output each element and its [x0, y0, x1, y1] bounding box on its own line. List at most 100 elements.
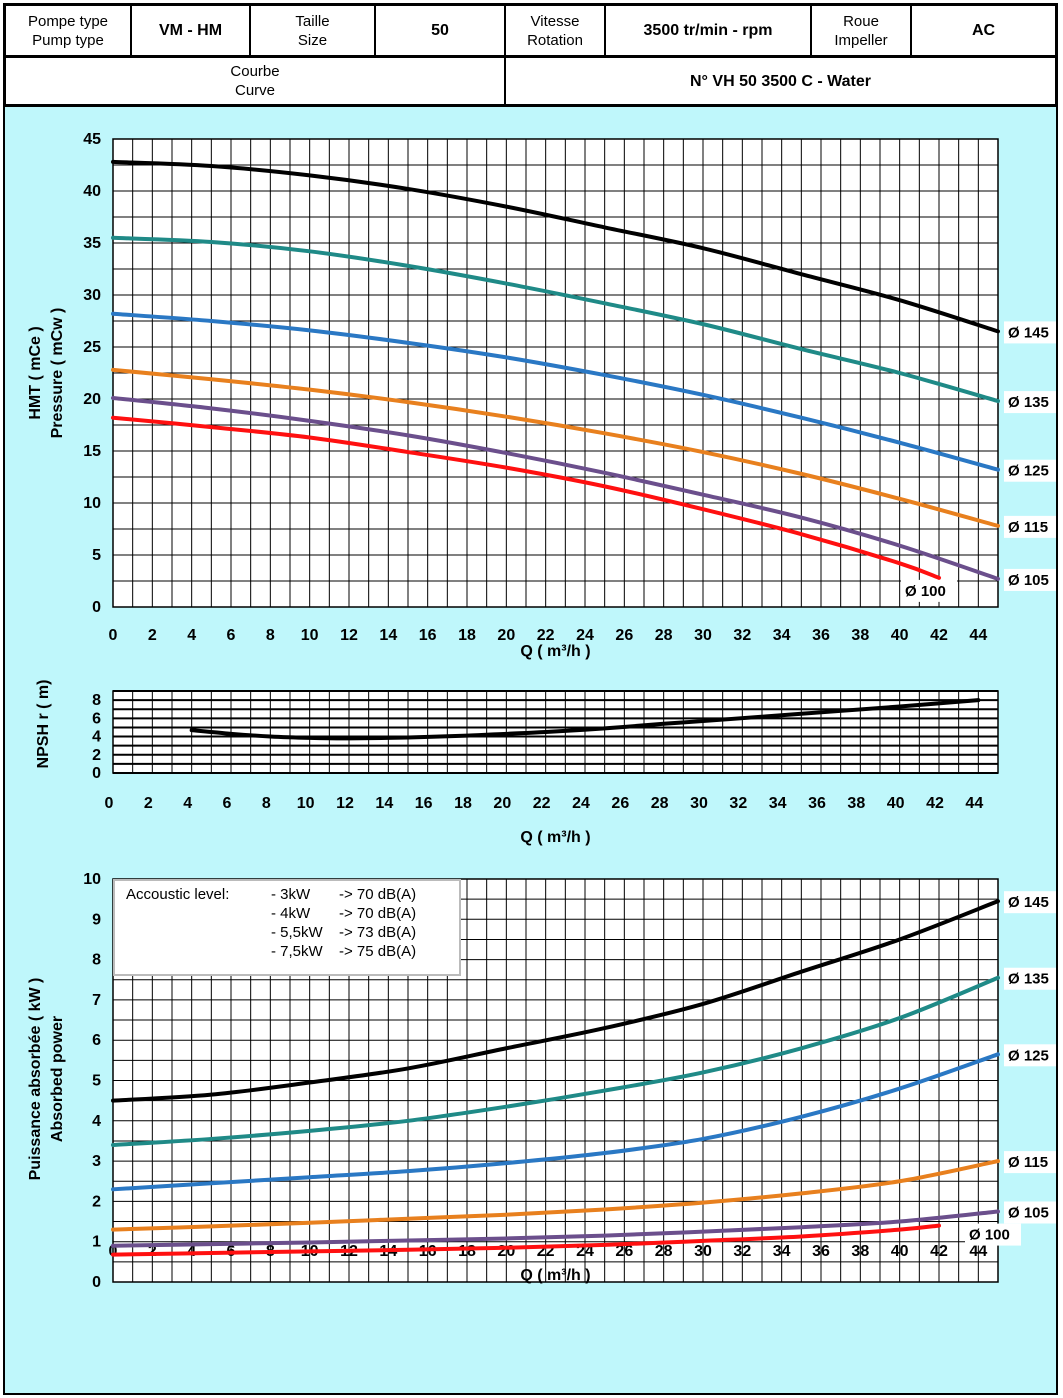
legend-power: - 5,5kW — [271, 924, 324, 941]
series-label-bg — [1004, 1201, 1060, 1224]
x-tick-label: 20 — [497, 1243, 515, 1260]
impeller-value: AC — [971, 22, 996, 39]
y-tick-label: 40 — [83, 183, 101, 200]
y-tick-label: 6 — [92, 710, 101, 727]
x-tick-label: 36 — [812, 1243, 830, 1260]
series-label: Ø 105 — [1008, 572, 1049, 589]
y-tick-label: 2 — [92, 1193, 101, 1210]
x-tick-label: 28 — [655, 627, 673, 644]
x-axis-label: Q ( m³/h ) — [520, 643, 590, 660]
x-tick-label: 22 — [533, 795, 551, 812]
series-line-145 — [111, 899, 1000, 1103]
x-tick-label: 44 — [969, 1243, 987, 1260]
y-tick-label: 1 — [92, 1234, 101, 1251]
series-label-bg — [1004, 1044, 1060, 1067]
y-axis-label: HMT ( mCe ) — [27, 326, 44, 419]
series-label-bg — [1004, 967, 1060, 990]
y-tick-label: 6 — [92, 1032, 101, 1049]
x-tick-label: 42 — [930, 1243, 948, 1260]
y-axis-label: Absorbed power — [49, 1016, 66, 1142]
series-label-bg — [1004, 568, 1060, 591]
series-label-bg — [1004, 891, 1060, 914]
legend-power: - 4kW — [271, 905, 311, 922]
x-tick-label: 12 — [340, 627, 358, 644]
chart-2: 0 2 4 6 8 10 12 14 16 18 20 22 24 26 28 30 32 34 36 38 40 42 4… — [35, 680, 999, 846]
legend-level: -> 73 dB(A) — [339, 924, 416, 941]
x-tick-label: 18 — [458, 627, 476, 644]
x-tick-label: 14 — [379, 627, 397, 644]
acoustic-legend: Accoustic level: - 3kW -> 70 dB(A) - 4kW -> … — [113, 879, 461, 976]
x-tick-label: 0 — [109, 1243, 118, 1260]
chart-1: 0 2 4 6 8 10 12 14 16 18 20 22 24 26 28 30 32 34 36 38 40 42 4… — [27, 131, 1060, 660]
series-label-bg — [1004, 515, 1060, 538]
series-label-bg — [1004, 459, 1060, 482]
y-tick-label: 10 — [83, 871, 101, 888]
pump-type-value: VM - HM — [132, 6, 251, 55]
y-tick-label: 7 — [92, 992, 101, 1009]
x-tick-label: 30 — [694, 1243, 712, 1260]
x-tick-label: 26 — [615, 627, 633, 644]
y-tick-label: 20 — [83, 391, 101, 408]
series-line-105 — [111, 395, 1000, 581]
y-tick-label: 4 — [92, 1113, 101, 1130]
x-tick-label: 38 — [847, 795, 865, 812]
series-label: Ø 125 — [1008, 463, 1049, 480]
x-tick-label: 0 — [105, 795, 114, 812]
x-tick-label: 4 — [183, 795, 192, 812]
header-row-2: Courbe Curve N° VH 50 3500 C - Water — [6, 58, 1055, 104]
x-tick-label: 42 — [930, 627, 948, 644]
series-label: Ø 145 — [1008, 894, 1049, 911]
legend-title: Accoustic level: — [126, 886, 229, 903]
x-tick-label: 6 — [223, 795, 232, 812]
y-tick-label: 0 — [92, 599, 101, 616]
y-axis-label: Puissance absorbée ( kW ) — [27, 978, 44, 1181]
series-line-100 — [111, 1223, 941, 1257]
x-tick-label: 44 — [969, 627, 987, 644]
curve-label: Courbe Curve — [6, 58, 506, 104]
series-label-bg — [1004, 1151, 1060, 1174]
header-table: Pompe type Pump type VM - HM Taille Size 5… — [3, 3, 1058, 107]
y-tick-label: 45 — [83, 131, 101, 148]
plot-frame — [112, 878, 999, 1283]
y-tick-label: 5 — [92, 1073, 101, 1090]
y-tick-label: 0 — [92, 1274, 101, 1291]
x-tick-label: 40 — [891, 627, 909, 644]
x-tick-label: 16 — [415, 795, 433, 812]
series-label: Ø 100 — [969, 1227, 1010, 1244]
x-tick-label: 22 — [537, 627, 555, 644]
x-tick-label: 20 — [493, 795, 511, 812]
series-label: Ø 135 — [1008, 394, 1049, 411]
x-tick-label: 4 — [187, 627, 196, 644]
series-label-bg — [1004, 391, 1060, 414]
x-tick-label: 26 — [611, 795, 629, 812]
x-axis-label: Q ( m³/h ) — [520, 1267, 590, 1284]
x-tick-label: 12 — [336, 795, 354, 812]
y-tick-label: 15 — [83, 443, 101, 460]
y-tick-label: 25 — [83, 339, 101, 356]
x-tick-label: 10 — [297, 795, 315, 812]
x-tick-label: 34 — [773, 1243, 791, 1260]
plot-frame — [112, 690, 999, 774]
x-tick-label: 16 — [419, 1243, 437, 1260]
rotation-label: Vitesse Rotation — [506, 6, 606, 55]
x-tick-label: 36 — [812, 627, 830, 644]
y-tick-label: 30 — [83, 287, 101, 304]
legend-level: -> 70 dB(A) — [339, 905, 416, 922]
series-label: Ø 105 — [1008, 1204, 1049, 1221]
y-tick-label: 2 — [92, 747, 101, 764]
series-label-bg — [1004, 321, 1060, 344]
x-tick-label: 18 — [458, 1243, 476, 1260]
legend-box — [113, 879, 461, 976]
x-tick-label: 38 — [851, 1243, 869, 1260]
x-tick-label: 20 — [497, 627, 515, 644]
curve-value: N° VH 50 3500 C - Water — [690, 72, 871, 90]
x-tick-label: 2 — [148, 1243, 157, 1260]
y-axis-label: NPSH r ( m) — [35, 680, 52, 769]
x-tick-label: 32 — [733, 627, 751, 644]
series-line-100 — [111, 415, 941, 580]
y-tick-label: 8 — [92, 692, 101, 709]
y-tick-label: 5 — [92, 547, 101, 564]
series-line-115 — [111, 1159, 1000, 1232]
y-tick-label: 35 — [83, 235, 101, 252]
series-label: Ø 145 — [1008, 324, 1049, 341]
